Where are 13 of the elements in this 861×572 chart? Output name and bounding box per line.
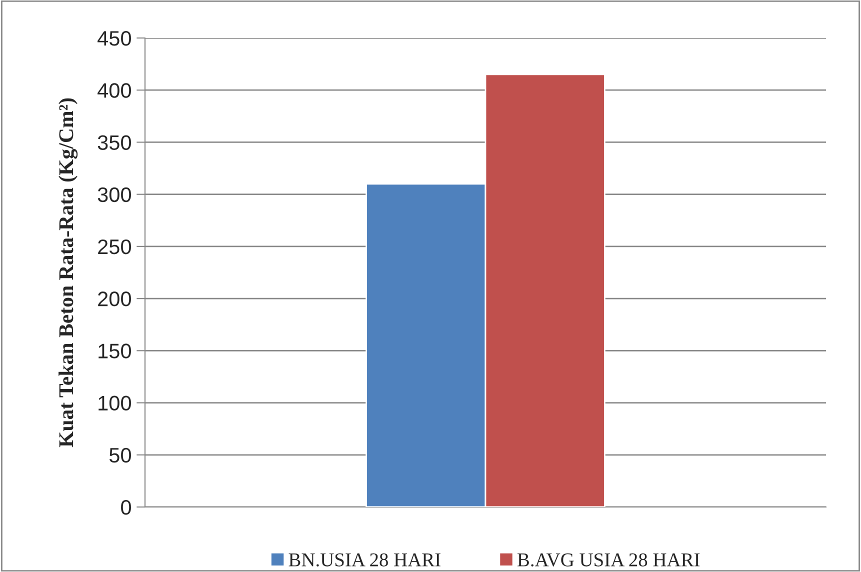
y-tick-label: 400 [98, 83, 131, 98]
y-tick-label: 100 [98, 396, 131, 411]
y-tick-label: 350 [98, 135, 131, 150]
y-tick-label: 300 [98, 187, 131, 202]
y-tick-label: 200 [98, 292, 131, 306]
y-tick-label: 450 [98, 31, 131, 46]
y-tick-label: 50 [109, 448, 131, 463]
y-tick-label: 250 [98, 239, 131, 254]
y-tick-label: 0 [121, 500, 131, 515]
y-tick-label: 150 [98, 344, 131, 358]
legend-label: B.AVG USIA 28 HARI [518, 553, 700, 567]
y-axis-title: Kuat Tekan Beton Rata-Rata (Kg/Cm²) [58, 98, 78, 448]
legend-label: BN.USIA 28 HARI [288, 553, 440, 567]
